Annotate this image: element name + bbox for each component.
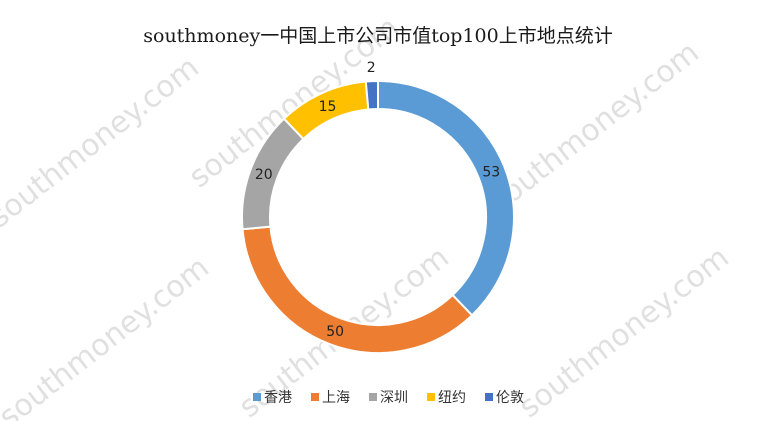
- data-label-纽约: 15: [319, 99, 337, 115]
- legend-label-深圳: 深圳: [380, 390, 408, 406]
- legend-swatch-伦敦: [485, 393, 493, 401]
- legend-label-纽约: 纽约: [438, 390, 466, 406]
- data-label-伦敦: 2: [367, 60, 376, 76]
- data-label-上海: 50: [326, 324, 344, 340]
- doughnut-slices: [241, 79, 515, 354]
- legend-swatch-上海: [311, 393, 319, 401]
- data-label-香港: 53: [482, 165, 500, 181]
- legend: 香港 上海 深圳 纽约 伦敦: [253, 390, 524, 406]
- watermark-text: southmoney.com: [513, 240, 736, 421]
- legend-swatch-香港: [253, 393, 261, 401]
- watermark-text: southmoney.com: [483, 35, 706, 220]
- legend-swatch-纽约: [427, 393, 435, 401]
- watermark-text: southmoney.com: [0, 250, 216, 421]
- legend-label-上海: 上海: [322, 390, 350, 406]
- data-label-深圳: 20: [255, 167, 273, 183]
- slice-伦敦: [364, 79, 379, 111]
- legend-swatch-深圳: [369, 393, 377, 401]
- data-labels: 53 50 20 15 2: [255, 60, 500, 340]
- watermark-text: southmoney.com: [0, 50, 206, 235]
- chart-title: southmoney一中国上市公司市值top100上市地点统计: [143, 25, 612, 47]
- legend-label-香港: 香港: [264, 390, 292, 406]
- legend-label-伦敦: 伦敦: [496, 390, 524, 406]
